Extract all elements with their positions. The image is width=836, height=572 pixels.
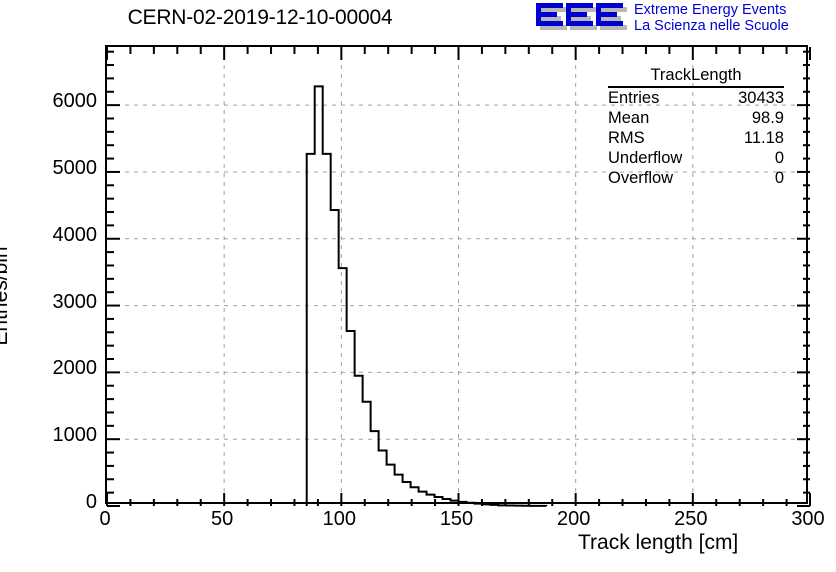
y-tick-label: 6000 (52, 90, 98, 113)
y-tick-label: 5000 (52, 156, 98, 179)
statistics-value: 98.9 (751, 109, 784, 127)
y-tick-label: 3000 (52, 290, 98, 313)
x-axis-title: Track length [cm] (578, 531, 739, 554)
y-tick-label: 4000 (52, 223, 98, 246)
y-tick-label: 2000 (52, 357, 98, 380)
eee-logo-line1: Extreme Energy Events (634, 2, 787, 18)
page-title: CERN-02-2019-12-10-00004 (127, 6, 393, 29)
y-tick-label: 1000 (52, 424, 98, 447)
statistics-value: 30433 (738, 89, 784, 107)
statistics-key: Mean (608, 109, 650, 127)
x-tick-label: 150 (439, 508, 474, 530)
statistics-key: Entries (608, 89, 660, 107)
statistics-rows: Entries 30433 Mean 98.9 RMS 11.18 Underflow 0 Ov… (608, 88, 784, 188)
statistics-value: 0 (774, 169, 784, 187)
statistics-key: Underflow (608, 149, 683, 167)
x-tick-label: 50 (211, 508, 234, 530)
statistics-row: Underflow 0 (608, 148, 784, 168)
statistics-value: 11.18 (743, 129, 784, 147)
statistics-title: TrackLength (608, 66, 784, 88)
x-tick-label: 100 (322, 508, 357, 530)
eee-logo-mark-icon (536, 3, 627, 30)
y-tick-label: 0 (85, 491, 97, 513)
eee-logo-line2: La Scienza nelle Scuole (634, 18, 789, 34)
x-tick-label: 250 (674, 508, 708, 530)
plot-frame (105, 45, 811, 507)
statistics-key: Overflow (608, 169, 674, 187)
grid-lines (107, 47, 810, 506)
statistics-value: 0 (774, 149, 784, 167)
axis-ticks (106, 47, 811, 507)
statistics-box: TrackLength Entries 30433 Mean 98.9 RMS 11.18… (608, 66, 784, 188)
histogram-series (305, 85, 548, 507)
statistics-row: Overflow 0 (608, 168, 784, 188)
statistics-row: RMS 11.18 (608, 128, 784, 148)
statistics-row: Mean 98.9 (608, 108, 784, 128)
x-tick-label: 300 (791, 508, 825, 530)
statistics-row: Entries 30433 (608, 88, 784, 108)
x-tick-label: 200 (556, 508, 591, 530)
x-tick-label: 0 (99, 508, 111, 530)
statistics-key: RMS (608, 129, 645, 147)
eee-logo: Extreme Energy Events La Scienza nelle S… (536, 2, 834, 36)
eee-logo-text: Extreme Energy Events La Scienza nelle S… (634, 2, 789, 34)
